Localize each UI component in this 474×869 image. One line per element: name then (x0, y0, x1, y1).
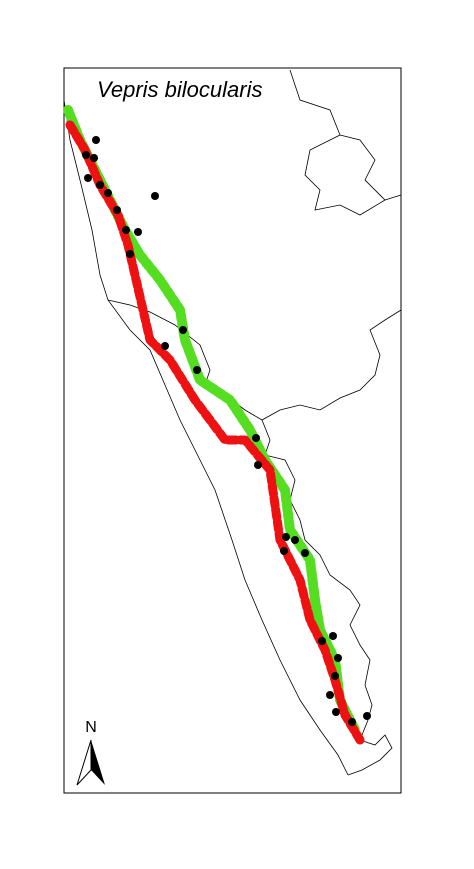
point (193, 366, 201, 374)
north-border (289, 69, 402, 216)
north-label: N (85, 719, 97, 736)
point (82, 151, 90, 159)
point (363, 712, 371, 720)
point (326, 691, 334, 699)
point (113, 206, 121, 214)
point (90, 154, 98, 162)
point (134, 228, 142, 236)
point (122, 226, 130, 234)
point (161, 342, 169, 350)
point (329, 632, 337, 640)
north-arrow: N (76, 719, 105, 786)
point (151, 192, 159, 200)
coastline (63, 99, 349, 776)
district-border (339, 134, 386, 201)
map-frame (63, 67, 402, 794)
point (282, 533, 290, 541)
south-border (347, 734, 393, 776)
point (318, 637, 326, 645)
point (331, 672, 339, 680)
point (280, 547, 288, 555)
point (332, 708, 340, 716)
point (254, 461, 262, 469)
point (179, 326, 187, 334)
map-title: Vepris bilocularis (97, 77, 262, 102)
habitat-red (65, 120, 365, 745)
point (301, 549, 309, 557)
point (334, 654, 342, 662)
point (96, 181, 104, 189)
point (104, 189, 112, 197)
inner-border (261, 419, 373, 741)
point (126, 250, 134, 258)
point (84, 174, 92, 182)
point (348, 718, 356, 726)
point (291, 536, 299, 544)
north-arrow-right (91, 740, 105, 785)
occurrence-points (82, 136, 371, 726)
point (252, 434, 260, 442)
point (92, 136, 100, 144)
